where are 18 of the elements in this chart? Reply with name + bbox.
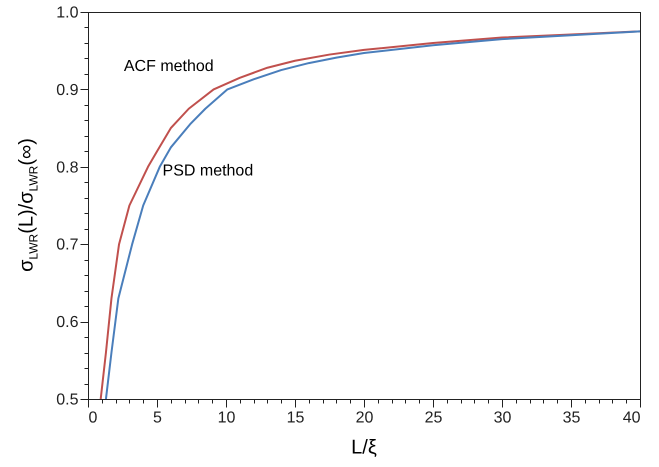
x-tick-label: 0 bbox=[88, 410, 98, 426]
series-label: PSD method bbox=[162, 162, 254, 180]
y-tick-label: 0.6 bbox=[56, 314, 79, 332]
x-axis-title: L/ξ bbox=[351, 436, 377, 460]
x-tick-label: 35 bbox=[562, 410, 580, 426]
y-tick-label: 0.7 bbox=[56, 236, 79, 254]
y-tick-label: 0.9 bbox=[56, 82, 79, 99]
x-tick-label: 30 bbox=[494, 410, 512, 426]
x-tick-label: 25 bbox=[424, 410, 442, 426]
y-tick-label: 0.8 bbox=[56, 159, 79, 176]
x-tick-label: 20 bbox=[356, 410, 374, 426]
x-tick-label: 10 bbox=[218, 410, 236, 426]
y-tick-label: 1.0 bbox=[56, 4, 79, 22]
x-tick-label: 40 bbox=[622, 410, 641, 426]
x-tick-label: 5 bbox=[153, 410, 162, 426]
x-tick-label: 15 bbox=[286, 410, 304, 426]
y-tick-label: 0.5 bbox=[56, 392, 79, 408]
series-label: ACF method bbox=[124, 58, 214, 76]
